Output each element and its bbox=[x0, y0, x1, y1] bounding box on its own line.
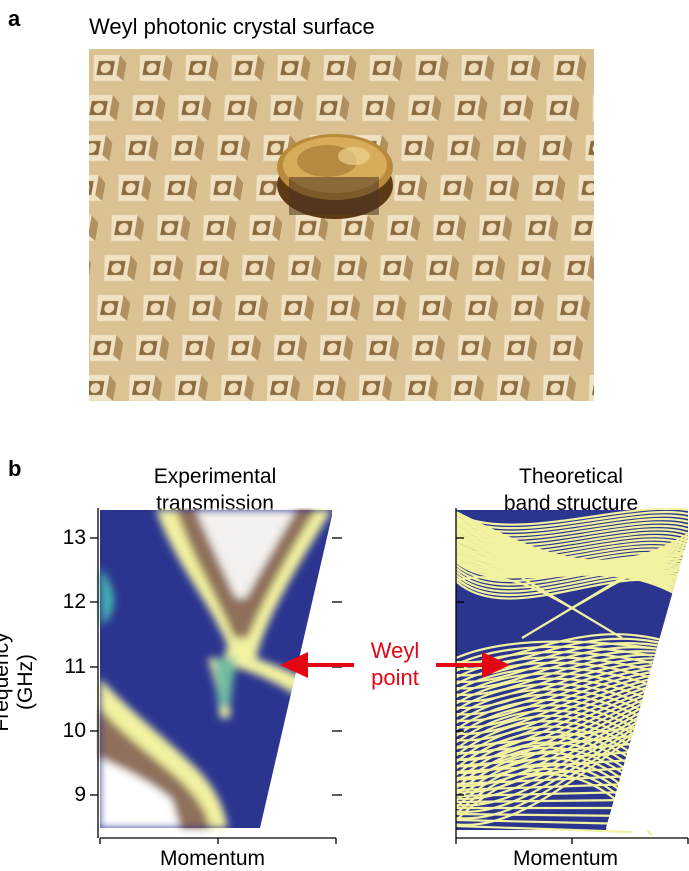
coin-icon bbox=[277, 134, 393, 219]
right-plot-title: Theoretical band structure bbox=[441, 463, 689, 517]
y-tick-label: 10 bbox=[62, 719, 86, 742]
arrow-left-icon bbox=[280, 652, 354, 678]
band-curve bbox=[455, 818, 633, 826]
band-curve bbox=[455, 698, 653, 732]
panel-a-title: Weyl photonic crystal surface bbox=[89, 14, 375, 39]
band-curve bbox=[455, 726, 633, 750]
band-curve bbox=[455, 646, 689, 684]
band-curve bbox=[455, 576, 573, 609]
band-curve bbox=[455, 782, 633, 792]
band-curve bbox=[455, 725, 653, 769]
left-plot-title: Experimental transmission bbox=[85, 463, 345, 517]
photonic-crystal-photo bbox=[89, 49, 594, 401]
band-curve bbox=[455, 750, 633, 768]
left-plot-title-line2: transmission bbox=[156, 492, 274, 515]
band-curve bbox=[455, 572, 689, 593]
y-tick-label: 9 bbox=[74, 783, 86, 806]
y-tick-label: 13 bbox=[62, 526, 86, 549]
weyl-arrows bbox=[280, 652, 510, 678]
band-curve bbox=[455, 575, 689, 597]
band-curve bbox=[455, 798, 633, 804]
band-curve bbox=[455, 561, 689, 603]
weyl-point-label-line1: Weyl bbox=[370, 638, 420, 663]
y-tick-label: 12 bbox=[62, 590, 86, 613]
weyl-point-label-line2: point bbox=[371, 665, 419, 690]
panel-a-letter: a bbox=[8, 6, 21, 31]
band-curve bbox=[455, 677, 653, 705]
band-curve bbox=[455, 824, 633, 834]
band-curve bbox=[455, 734, 633, 756]
right-plot-title-line1: Theoretical bbox=[519, 465, 623, 488]
band-curve bbox=[455, 766, 633, 780]
band-curve bbox=[455, 640, 653, 660]
y-tick-label: 11 bbox=[64, 655, 86, 678]
band-curve bbox=[455, 741, 653, 792]
right-plot-title-line2: band structure bbox=[503, 492, 639, 515]
band-structure-plot bbox=[455, 508, 689, 844]
band-curve bbox=[455, 653, 689, 697]
band-curve bbox=[455, 650, 689, 690]
x-axis-label-right: Momentum bbox=[513, 847, 619, 870]
band-curve bbox=[455, 565, 689, 586]
x-axis-label-left: Momentum bbox=[160, 847, 266, 870]
band-curve bbox=[455, 666, 653, 692]
panel-b-letter: b bbox=[8, 456, 22, 481]
band-curve bbox=[455, 812, 633, 818]
band-curve bbox=[571, 550, 689, 609]
band-curve bbox=[455, 568, 689, 590]
band-curve bbox=[455, 714, 653, 754]
band-curve bbox=[455, 774, 633, 786]
band-curve bbox=[455, 578, 689, 600]
band-curve bbox=[455, 790, 633, 798]
y-axis-left bbox=[90, 508, 99, 838]
band-curve bbox=[455, 688, 653, 718]
arrow-right-icon bbox=[436, 652, 510, 678]
y-axis-label: Frequency (GHz) bbox=[0, 632, 37, 732]
left-plot-title-line1: Experimental bbox=[153, 465, 277, 488]
band-curve bbox=[455, 758, 633, 774]
weyl-point-annotation: Weyl point bbox=[350, 637, 440, 691]
band-curve bbox=[455, 508, 689, 526]
band-curve bbox=[455, 742, 633, 762]
